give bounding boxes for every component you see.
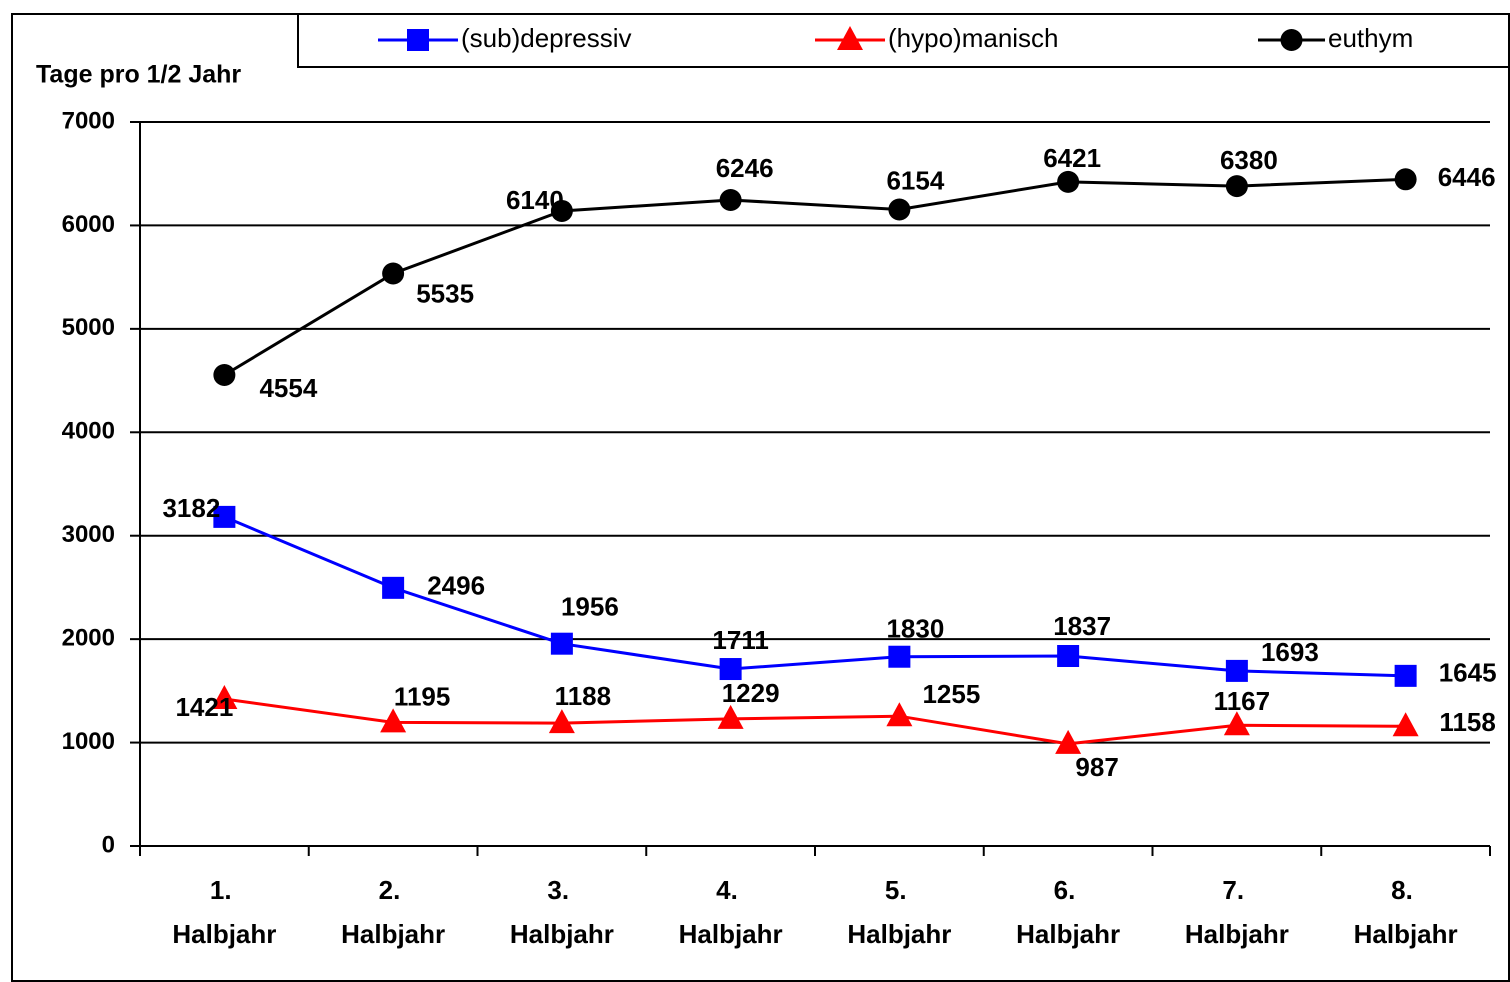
data-label: 6154 <box>886 165 944 195</box>
data-label: 2496 <box>427 571 485 601</box>
data-label: 1195 <box>394 681 450 711</box>
data-point <box>550 199 573 222</box>
legend-marker <box>837 26 863 50</box>
data-point <box>213 363 236 386</box>
y-tick-label: 1000 <box>62 728 115 755</box>
data-label: 4554 <box>259 373 317 403</box>
data-label: 6380 <box>1220 145 1278 175</box>
legend-marker <box>1280 29 1303 51</box>
data-label: 987 <box>1075 752 1118 782</box>
data-point <box>719 658 742 681</box>
data-label: 1837 <box>1053 611 1111 641</box>
data-label: 1956 <box>561 592 619 622</box>
data-label: 1229 <box>722 678 780 708</box>
legend-label: (hypo)manisch <box>888 23 1059 53</box>
data-point <box>719 188 742 211</box>
data-point <box>382 262 405 285</box>
data-point <box>1057 645 1080 668</box>
y-tick-label: 6000 <box>62 211 115 238</box>
data-label: 1167 <box>1214 686 1270 716</box>
y-tick-label: 3000 <box>62 521 115 548</box>
data-point <box>380 708 407 733</box>
y-axis-title: Tage pro 1/2 Jahr <box>36 61 241 89</box>
data-point <box>548 709 575 734</box>
data-point <box>1394 664 1417 687</box>
data-label: 1830 <box>886 614 944 644</box>
data-label: 6446 <box>1438 162 1496 192</box>
series-line <box>224 697 1406 746</box>
y-tick-label: 0 <box>102 831 115 858</box>
data-label: 5535 <box>416 278 474 308</box>
data-label: 1158 <box>1439 707 1495 737</box>
data-point <box>1223 711 1250 736</box>
y-tick-label: 7000 <box>62 107 115 134</box>
data-point <box>1055 729 1082 754</box>
y-tick-label: 2000 <box>62 624 115 651</box>
data-label: 1188 <box>555 681 611 711</box>
x-tick-label: 3. Halbjahr <box>510 875 614 949</box>
series-line <box>223 177 1406 377</box>
data-label: 1421 <box>175 692 233 722</box>
x-tick-label: 8. Halbjahr <box>1354 875 1458 949</box>
data-label: 1645 <box>1439 658 1497 688</box>
data-point <box>211 685 238 710</box>
data-label: 3182 <box>162 493 220 523</box>
x-tick-label: 1. Halbjahr <box>172 875 276 949</box>
data-point <box>1394 168 1417 191</box>
legend-marker <box>407 29 429 51</box>
data-point <box>888 198 911 221</box>
x-tick-label: 7. Halbjahr <box>1185 875 1289 949</box>
x-tick-label: 6. Halbjahr <box>1016 875 1120 949</box>
data-point <box>717 704 744 729</box>
x-tick-label: 2. Halbjahr <box>341 875 445 949</box>
data-label: 1693 <box>1261 637 1319 667</box>
x-tick-label: 5. Halbjahr <box>847 875 951 949</box>
y-tick-label: 5000 <box>62 314 115 341</box>
data-point <box>1057 170 1080 193</box>
data-point <box>1225 659 1248 682</box>
data-point <box>886 702 913 727</box>
data-point <box>1225 175 1248 198</box>
x-tick-label: 4. Halbjahr <box>679 875 783 949</box>
data-point <box>550 632 573 655</box>
data-point <box>888 645 911 668</box>
legend-label: euthym <box>1328 23 1413 53</box>
data-point <box>213 505 236 528</box>
data-point <box>1392 712 1419 737</box>
data-point <box>382 576 405 599</box>
data-label: 6246 <box>716 153 774 183</box>
y-tick-label: 4000 <box>62 418 115 445</box>
data-label: 1711 <box>712 625 768 655</box>
data-label: 6140 <box>506 185 564 215</box>
legend-label: (sub)depressiv <box>461 23 632 53</box>
data-label: 1255 <box>922 679 980 709</box>
data-label: 6421 <box>1043 143 1101 173</box>
series-line <box>223 515 1406 678</box>
